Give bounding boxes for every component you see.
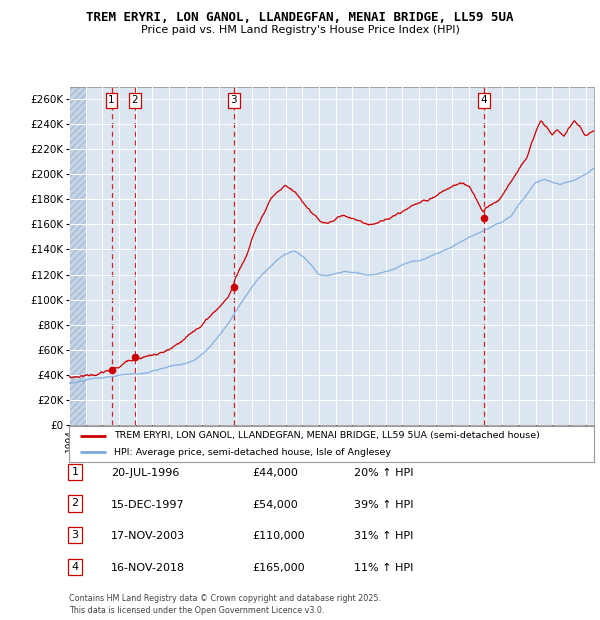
Bar [69,87,86,425]
Text: 20-JUL-1996: 20-JUL-1996 [111,468,179,478]
Text: 1: 1 [108,95,115,105]
Text: Contains HM Land Registry data © Crown copyright and database right 2025.
This d: Contains HM Land Registry data © Crown c… [69,594,381,615]
Bar [69,87,86,425]
Text: 11% ↑ HPI: 11% ↑ HPI [354,563,413,573]
Text: Price paid vs. HM Land Registry's House Price Index (HPI): Price paid vs. HM Land Registry's House … [140,25,460,35]
Bar [69,87,86,425]
Text: 3: 3 [230,95,237,105]
Text: 39% ↑ HPI: 39% ↑ HPI [354,500,413,510]
Text: 4: 4 [481,95,487,105]
Text: 31% ↑ HPI: 31% ↑ HPI [354,531,413,541]
Text: £54,000: £54,000 [252,500,298,510]
Text: 2: 2 [131,95,139,105]
Text: TREM ERYRI, LON GANOL, LLANDEGFAN, MENAI BRIDGE, LL59 5UA: TREM ERYRI, LON GANOL, LLANDEGFAN, MENAI… [86,11,514,24]
Text: £44,000: £44,000 [252,468,298,478]
Bar [69,87,86,425]
Text: 2: 2 [71,498,79,508]
Text: £110,000: £110,000 [252,531,305,541]
Text: 16-NOV-2018: 16-NOV-2018 [111,563,185,573]
Text: 20% ↑ HPI: 20% ↑ HPI [354,468,413,478]
Text: 3: 3 [71,530,79,540]
Text: £165,000: £165,000 [252,563,305,573]
Text: 1: 1 [71,467,79,477]
Text: 4: 4 [71,562,79,572]
Text: 15-DEC-1997: 15-DEC-1997 [111,500,185,510]
Text: TREM ERYRI, LON GANOL, LLANDEGFAN, MENAI BRIDGE, LL59 5UA (semi-detached house): TREM ERYRI, LON GANOL, LLANDEGFAN, MENAI… [113,431,539,440]
Text: HPI: Average price, semi-detached house, Isle of Anglesey: HPI: Average price, semi-detached house,… [113,448,391,457]
Text: 17-NOV-2003: 17-NOV-2003 [111,531,185,541]
